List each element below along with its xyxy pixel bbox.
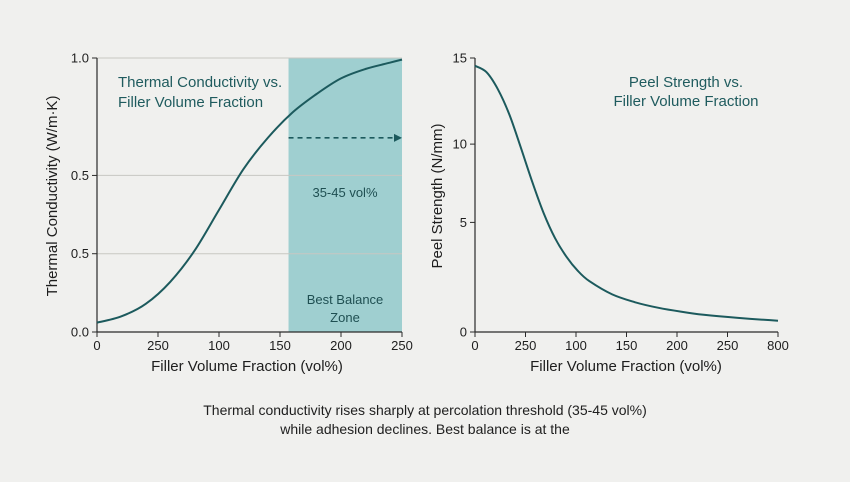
x-tick-label: 250: [717, 338, 739, 353]
x-tick-label: 0: [471, 338, 478, 353]
left-title-line2: Filler Volume Fraction: [118, 94, 263, 111]
y-tick-label: 1.0: [71, 51, 89, 66]
y-tick-label: 0.0: [71, 325, 89, 340]
caption-line2: while adhesion declines. Best balance is…: [280, 421, 570, 437]
y-tick-label: 0.5: [71, 168, 89, 183]
right-title-line1: Peel Strength vs.: [629, 74, 743, 91]
x-tick-label: 800: [767, 338, 789, 353]
y-tick-label: 5: [460, 215, 467, 230]
right-x-axis-label: Filler Volume Fraction (vol%): [530, 358, 722, 375]
x-tick-label: 150: [269, 338, 291, 353]
best-balance-zone-band: [288, 58, 402, 332]
right-x-ticks: 0 250 100 150 200 250 800: [471, 332, 789, 353]
y-tick-label: 15: [453, 51, 467, 66]
threshold-arrow-head: [394, 133, 402, 142]
x-tick-label: 100: [565, 338, 587, 353]
thermal-conductivity-chart: 0 250 100 150 200 250 0.0 0.5 0.5 1.0 Thermal Co…: [44, 51, 413, 376]
zone-label-line1: Best Balance: [307, 292, 384, 307]
caption-line1: Thermal conductivity rises sharply at pe…: [203, 402, 647, 418]
x-tick-label: 100: [208, 338, 230, 353]
x-tick-label: 200: [666, 338, 688, 353]
x-tick-label: 200: [330, 338, 352, 353]
left-y-axis-label: Thermal Conductivity (W/m·K): [44, 96, 61, 297]
x-tick-label: 150: [616, 338, 638, 353]
zone-range-label: 35-45 vol%: [312, 185, 377, 200]
zone-label-line2: Zone: [330, 310, 360, 325]
left-title-line1: Thermal Conductivity vs.: [118, 74, 282, 91]
y-tick-label: 0: [460, 325, 467, 340]
x-tick-label: 250: [515, 338, 537, 353]
left-x-axis-label: Filler Volume Fraction (vol%): [151, 358, 343, 375]
y-tick-label: 0.5: [71, 246, 89, 261]
peel-strength-curve: [474, 64, 779, 322]
x-tick-label: 250: [147, 338, 169, 353]
peel-strength-chart: 0 250 100 150 200 250 800 0 5 10 15 Peel Strength…: [429, 51, 789, 376]
right-y-axis-label: Peel Strength (N/mm): [429, 123, 446, 268]
left-y-ticks: 0.0 0.5 0.5 1.0: [71, 51, 97, 340]
x-tick-label: 0: [93, 338, 100, 353]
y-tick-label: 10: [453, 137, 467, 152]
thermal-conductivity-curve: [96, 58, 403, 324]
right-y-ticks: 0 5 10 15: [453, 51, 475, 340]
x-tick-label: 250: [391, 338, 413, 353]
right-title-line2: Filler Volume Fraction: [613, 93, 758, 110]
left-x-ticks: 0 250 100 150 200 250: [93, 332, 413, 353]
left-gridlines: [97, 57, 402, 255]
